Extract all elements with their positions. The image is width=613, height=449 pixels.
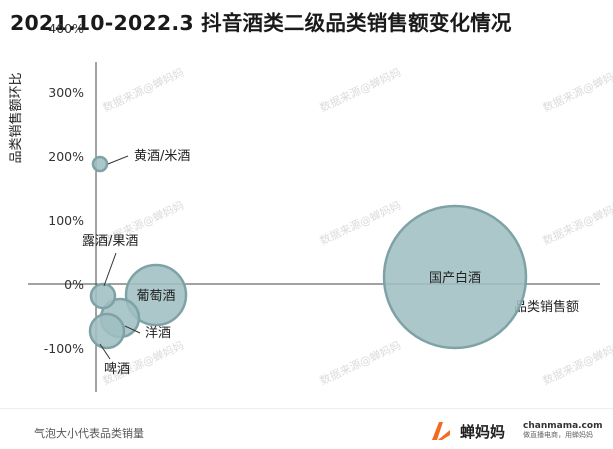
bubble xyxy=(88,312,126,350)
label-leader-line xyxy=(99,343,111,360)
y-tick-label: 0% xyxy=(64,277,84,292)
bubble-label: 葡萄酒 xyxy=(136,289,175,304)
y-tick-label: 400% xyxy=(48,21,84,36)
watermark-text: 数据来源@蝉妈妈 xyxy=(540,198,613,248)
bubble-label: 黄酒/米酒 xyxy=(134,149,190,164)
bubble-label: 露酒/果酒 xyxy=(82,234,138,249)
brand-side: chanmama.com 做直播电商，用蝉妈妈 xyxy=(523,421,603,440)
watermark-text: 数据来源@蝉妈妈 xyxy=(317,198,403,248)
bubble xyxy=(91,155,109,173)
bubble-label: 洋酒 xyxy=(145,326,171,341)
brand-url: chanmama.com xyxy=(523,421,603,432)
footer-note: 气泡大小代表品类销量 xyxy=(34,427,144,440)
y-tick-label: 300% xyxy=(48,85,84,100)
bubbles xyxy=(88,155,528,350)
label-leader-line xyxy=(107,155,129,165)
chart-title: 2021.10-2022.3 抖音酒类二级品类销售额变化情况 xyxy=(10,11,512,35)
brand-slogan: 做直播电商，用蝉妈妈 xyxy=(523,431,594,440)
y-axis-label: 品类销售额环比 xyxy=(8,72,24,163)
watermark-text: 数据来源@蝉妈妈 xyxy=(317,65,403,115)
bubble xyxy=(382,204,528,350)
watermark-text: 数据来源@蝉妈妈 xyxy=(540,338,613,388)
y-tick-label: 200% xyxy=(48,149,84,164)
brand-block: 蝉妈妈 chanmama.com 做直播电商，用蝉妈妈 xyxy=(428,418,602,444)
x-axis-label: 品类销售额 xyxy=(514,299,579,315)
footer-divider xyxy=(0,408,613,409)
label-leader-line xyxy=(103,252,117,287)
watermark-text: 数据来源@蝉妈妈 xyxy=(100,65,186,115)
y-tick-label: -100% xyxy=(44,341,84,356)
bubble-label: 啤酒 xyxy=(104,362,130,377)
bubble-label: 国产白酒 xyxy=(429,270,481,286)
y-tick-label: 100% xyxy=(48,213,84,228)
brand-name: 蝉妈妈 xyxy=(460,422,506,441)
watermark-text: 数据来源@蝉妈妈 xyxy=(317,338,403,388)
chanmama-logo-icon xyxy=(432,422,450,440)
bubble xyxy=(124,263,188,327)
label-leader-line xyxy=(124,325,141,334)
watermark-text: 数据来源@蝉妈妈 xyxy=(540,65,613,115)
bubble xyxy=(89,282,117,310)
